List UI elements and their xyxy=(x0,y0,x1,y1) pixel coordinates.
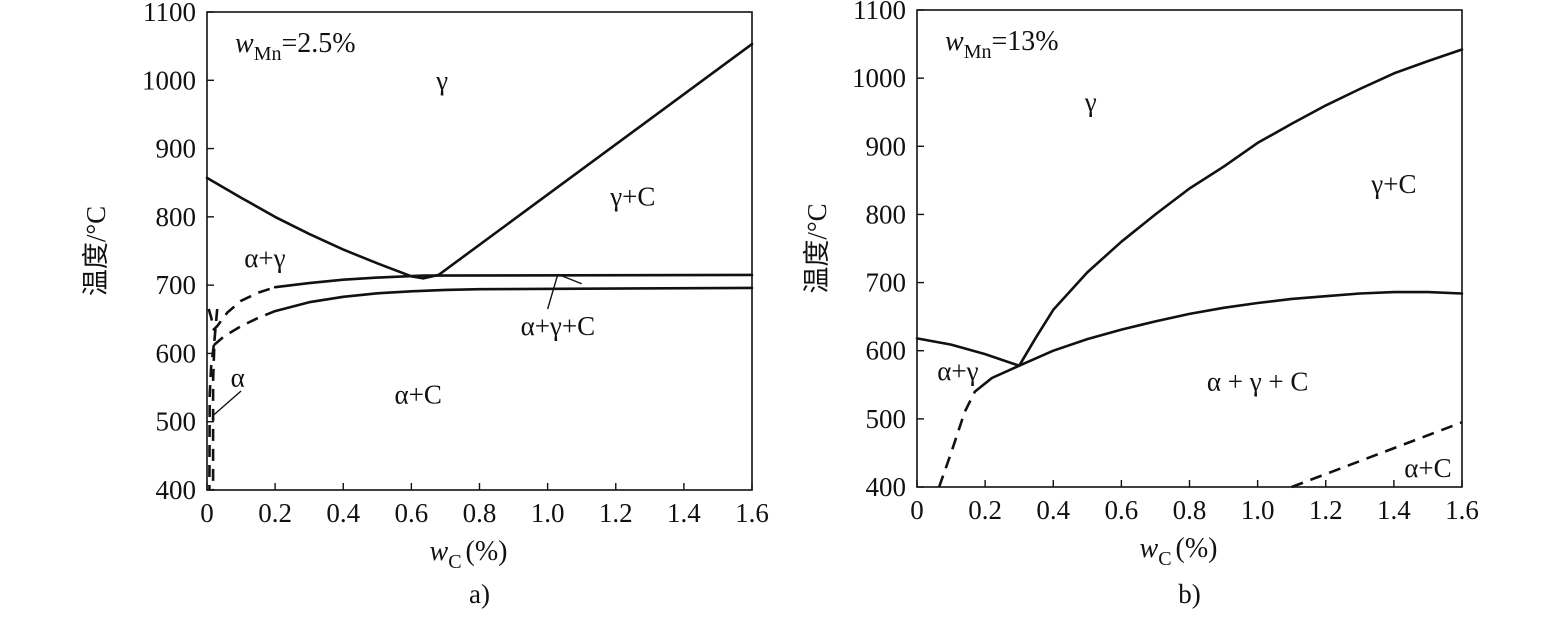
phase-region-label: γ+C xyxy=(1370,169,1416,199)
x-tick-label: 1.2 xyxy=(1309,495,1343,525)
plot-frame xyxy=(206,11,753,491)
y-tick-label: 900 xyxy=(866,131,907,161)
x-tick-label: 1.0 xyxy=(531,498,565,528)
phase-region-label: α+γ+C xyxy=(521,311,596,341)
phase-region-label: γ xyxy=(435,65,448,95)
phase-region-label: α+C xyxy=(394,379,441,409)
x-tick-label: 1.6 xyxy=(1445,495,1479,525)
y-tick-label: 500 xyxy=(866,404,907,434)
x-axis-unit: (%) xyxy=(466,536,508,567)
x-axis-label: wC (%) xyxy=(430,536,508,573)
annotation-symbol: w xyxy=(235,28,254,59)
y-tick-label: 600 xyxy=(156,338,197,368)
y-tick-label: 1000 xyxy=(852,63,906,93)
annotation-symbol: w xyxy=(945,26,964,57)
x-tick-label: 0 xyxy=(200,498,214,528)
dashed-phase-boundary xyxy=(208,345,216,491)
leader-line xyxy=(557,273,582,285)
x-tick-label: 0 xyxy=(910,495,924,525)
composition-annotation: wMn=13% xyxy=(945,26,1059,63)
phase-boundary-line xyxy=(422,42,754,280)
x-tick-label: 0.2 xyxy=(258,498,292,528)
phase-region-label: α xyxy=(231,362,245,392)
phase-boundary-line xyxy=(973,290,1464,393)
leader-line xyxy=(213,390,242,416)
panel-label: b) xyxy=(1178,579,1201,609)
panel-b: 0 0.2 0.4 0.6 0.8 1.0 1.2 1.4 1.6 400 500 600 700 800… xyxy=(802,0,1479,609)
phase-region-label: α+C xyxy=(1404,453,1451,483)
phase-boundary-line xyxy=(273,273,754,289)
y-tick-label: 900 xyxy=(156,134,197,164)
phase-boundary-line xyxy=(205,176,425,280)
annotation-subscript: Mn xyxy=(254,43,282,65)
composition-annotation: wMn=2.5% xyxy=(235,28,356,65)
x-tick-label: 1.0 xyxy=(1241,495,1275,525)
x-tick-label: 0.6 xyxy=(395,498,429,528)
y-tick-label: 1000 xyxy=(142,65,196,95)
x-tick-label: 0.8 xyxy=(463,498,497,528)
x-tick-label: 0.2 xyxy=(968,495,1002,525)
phase-region-label: α+γ xyxy=(937,356,978,386)
annotation-value: =2.5% xyxy=(281,28,355,59)
phase-boundary-line xyxy=(1017,48,1464,367)
phase-boundary-line xyxy=(273,286,754,313)
annotation-value: =13% xyxy=(991,26,1058,57)
x-axis-symbol: w xyxy=(1140,533,1159,564)
x-tick-label: 0.6 xyxy=(1105,495,1139,525)
x-tick-label: 1.6 xyxy=(735,498,769,528)
x-axis-subscript: C xyxy=(448,551,461,573)
phase-region-label: γ+C xyxy=(609,181,655,211)
y-axis-label: 温度/°C xyxy=(802,203,832,293)
y-tick-label: 400 xyxy=(866,472,907,502)
phase-boundary-line xyxy=(915,337,1021,367)
y-tick-label: 400 xyxy=(156,475,197,505)
dashed-phase-boundary xyxy=(1291,421,1463,489)
y-tick-label: 500 xyxy=(156,407,197,437)
y-axis-label: 温度/°C xyxy=(81,206,111,296)
dashed-phase-boundary xyxy=(937,391,977,488)
dashed-phase-boundary xyxy=(207,285,276,331)
plot-frame xyxy=(916,9,1463,488)
x-axis-subscript: C xyxy=(1158,548,1171,570)
x-axis-label: wC (%) xyxy=(1140,533,1218,570)
panel-label: a) xyxy=(469,579,490,609)
phase-region-label: α + γ + C xyxy=(1207,366,1309,396)
y-tick-label: 1100 xyxy=(143,0,196,27)
x-axis-unit: (%) xyxy=(1176,533,1218,564)
phase-region-label: γ xyxy=(1084,87,1097,117)
x-tick-label: 1.4 xyxy=(1377,495,1411,525)
annotation-subscript: Mn xyxy=(964,41,992,63)
x-tick-label: 1.4 xyxy=(667,498,701,528)
dashed-phase-boundary xyxy=(212,309,276,347)
y-tick-label: 1100 xyxy=(853,0,906,25)
x-axis-symbol: w xyxy=(430,536,449,567)
y-tick-label: 800 xyxy=(156,202,197,232)
y-tick-label: 700 xyxy=(156,270,197,300)
leader-line xyxy=(546,274,559,310)
x-tick-label: 0.8 xyxy=(1173,495,1207,525)
dashed-phase-boundary xyxy=(211,308,219,490)
x-tick-label: 1.2 xyxy=(599,498,633,528)
x-tick-label: 0.4 xyxy=(326,498,360,528)
y-tick-label: 800 xyxy=(866,199,907,229)
x-tick-label: 0.4 xyxy=(1036,495,1070,525)
panel-a: 0 0.2 0.4 0.6 0.8 1.0 1.2 1.4 1.6 400 500 600 700 800… xyxy=(81,0,769,609)
phase-region-label: α+γ xyxy=(244,243,285,273)
y-tick-label: 600 xyxy=(866,336,907,366)
y-tick-label: 700 xyxy=(866,268,907,298)
